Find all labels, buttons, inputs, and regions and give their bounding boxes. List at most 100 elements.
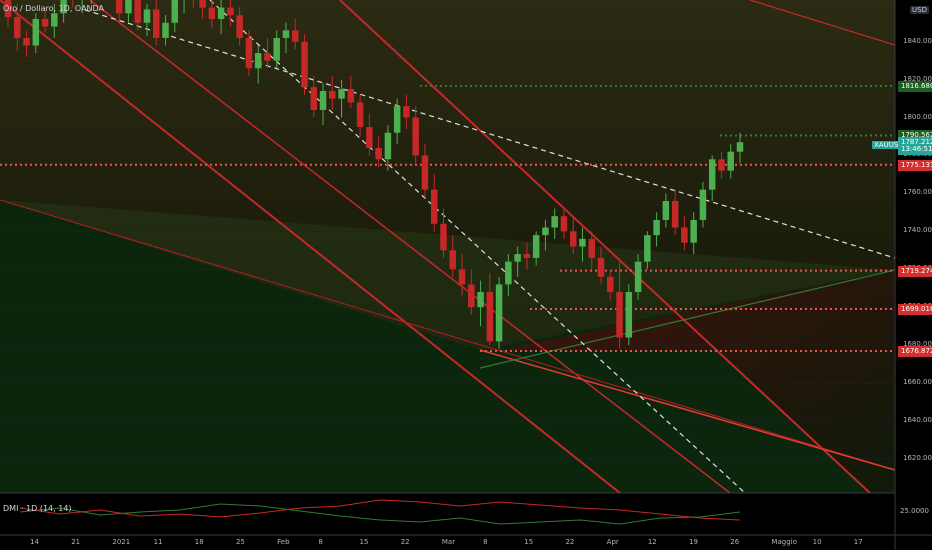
candle-body	[430, 189, 438, 224]
candle-body	[468, 284, 475, 308]
time-tick: Mar	[441, 538, 456, 546]
candle-body	[440, 223, 447, 251]
candle-body	[699, 189, 707, 220]
candle-body	[458, 269, 466, 285]
candle-body	[199, 0, 206, 8]
time-tick: Apr	[606, 538, 619, 546]
candle-body	[310, 87, 318, 110]
trend-lines	[0, 0, 896, 494]
price-tick: 1820.000	[903, 74, 932, 83]
candle-body	[125, 0, 132, 14]
candle-body	[134, 0, 141, 23]
time-tick: 18	[194, 538, 204, 546]
price-tag: 1775.137	[898, 159, 932, 171]
candle-body	[718, 159, 725, 171]
indicator-value: 25.0000	[900, 507, 929, 515]
candle-body	[23, 37, 30, 46]
time-tick: 8	[483, 538, 488, 546]
candle-body	[41, 18, 49, 27]
candle-body	[514, 254, 521, 262]
candle-body	[14, 17, 21, 38]
candle-body	[338, 89, 345, 99]
dmi-minus-line	[19, 499, 741, 521]
chart-title: Oro / Dollaro, 1D, OANDA	[3, 4, 105, 13]
candle-body	[347, 89, 355, 103]
candle-body	[366, 127, 373, 148]
candle-body	[560, 216, 568, 232]
candle-body	[291, 30, 299, 42]
symbol-tag: XAUUSD	[872, 141, 906, 149]
candle-body	[282, 30, 290, 38]
price-tick: 1660.000	[903, 378, 932, 387]
candle-body	[208, 7, 216, 19]
candle-body	[384, 132, 392, 160]
price-tick: 1800.000	[903, 112, 932, 121]
candle-body	[227, 7, 234, 16]
currency-badge[interactable]: USD	[910, 6, 929, 14]
candle-body	[523, 254, 531, 258]
candle-body	[393, 106, 401, 133]
time-tick: Maggio	[771, 538, 797, 546]
price-tick: 1840.000	[903, 36, 932, 45]
candle-body	[162, 22, 169, 38]
grid	[0, 41, 895, 460]
candle-body	[653, 219, 660, 236]
candle-body	[264, 53, 271, 61]
price-tag: 1676.872	[898, 346, 932, 358]
candle-body	[421, 155, 429, 190]
upper-zone	[0, 0, 895, 350]
candle-body	[588, 238, 595, 258]
candle-body	[616, 292, 623, 338]
candle-body	[375, 147, 382, 160]
candles	[4, 0, 744, 349]
candle-body	[495, 284, 503, 342]
candle-body	[607, 276, 614, 293]
price-tag: 1699.016	[898, 304, 932, 316]
candle-body	[171, 0, 179, 23]
price-tick: 1760.000	[903, 188, 932, 197]
candle-body	[115, 0, 123, 14]
time-tick: 19	[689, 538, 698, 546]
candle-body	[727, 151, 734, 171]
candle-body	[319, 91, 327, 110]
time-tick: 21	[71, 538, 81, 546]
time-tick: 14	[30, 538, 39, 546]
candle-body	[681, 227, 688, 243]
candle-body	[356, 102, 364, 128]
candle-body	[736, 142, 744, 152]
price-tick: 1640.000	[903, 415, 932, 424]
price-tick: 1740.000	[903, 226, 932, 235]
candle-body	[486, 292, 494, 342]
candle-body	[301, 41, 308, 88]
time-tick: 10	[812, 538, 822, 546]
candle-body	[329, 91, 336, 99]
indicator-label: DMI · 1D (14, 14)	[3, 504, 72, 513]
candle-body	[542, 227, 549, 236]
time-tick: 26	[730, 538, 740, 546]
candle-body	[579, 238, 586, 247]
candle-body	[671, 200, 679, 228]
candle-body	[245, 37, 253, 69]
candle-body	[551, 216, 558, 228]
candle-body	[708, 159, 716, 190]
time-tick: Feb	[277, 538, 290, 546]
horizontal-levels	[0, 84, 895, 353]
candle-body	[505, 261, 512, 285]
candle-body	[597, 257, 605, 277]
price-tag: 1719.274	[898, 265, 932, 277]
candle-body	[254, 53, 262, 69]
price-tick: 1620.000	[903, 453, 932, 462]
candle-body	[625, 292, 633, 338]
time-tick: 15	[359, 538, 369, 546]
candle-body	[690, 219, 697, 243]
candle-body	[51, 13, 58, 27]
price-tag: 1816.680	[898, 80, 932, 92]
time-tick: 25	[235, 538, 245, 546]
candle-body	[644, 235, 651, 262]
candle-body	[634, 261, 642, 293]
candle-body	[412, 117, 419, 156]
time-tick: 11	[153, 538, 163, 546]
candle-body	[403, 106, 410, 118]
time-tick: 12	[647, 538, 657, 546]
